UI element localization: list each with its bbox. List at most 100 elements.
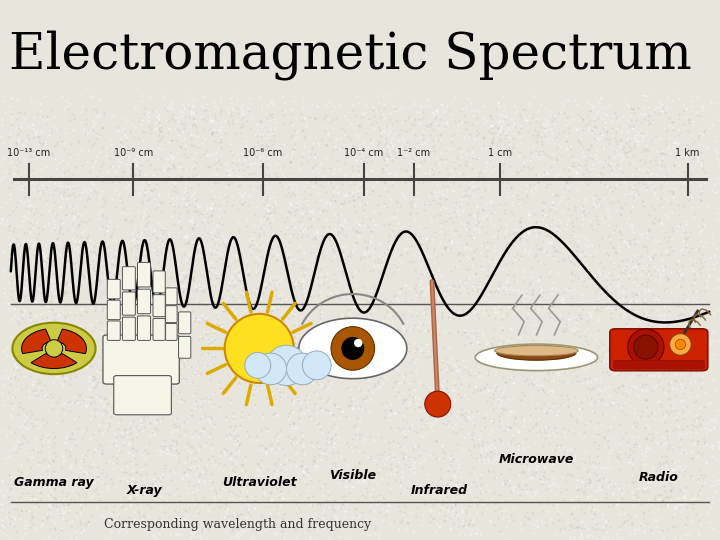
Point bbox=[249, 496, 261, 505]
Point bbox=[297, 519, 309, 528]
Point bbox=[244, 511, 256, 519]
Point bbox=[174, 141, 186, 150]
Point bbox=[425, 489, 436, 497]
Point bbox=[562, 124, 574, 133]
Point bbox=[417, 108, 428, 117]
Point bbox=[686, 495, 698, 504]
Point bbox=[576, 477, 588, 486]
Point bbox=[109, 264, 120, 272]
Point bbox=[594, 157, 606, 166]
Point bbox=[697, 141, 708, 150]
Point bbox=[454, 460, 465, 468]
Point bbox=[254, 185, 266, 193]
Point bbox=[233, 219, 245, 227]
Point bbox=[49, 485, 60, 494]
Point bbox=[521, 186, 532, 195]
Point bbox=[590, 519, 602, 528]
Point bbox=[348, 244, 360, 253]
Point bbox=[150, 480, 161, 488]
Point bbox=[12, 288, 24, 296]
Point bbox=[564, 238, 575, 247]
Point bbox=[189, 528, 200, 537]
Point bbox=[197, 150, 209, 158]
Point bbox=[652, 377, 663, 386]
Point bbox=[254, 105, 266, 113]
Point bbox=[375, 330, 387, 339]
Point bbox=[567, 114, 578, 123]
Point bbox=[415, 520, 427, 529]
Point bbox=[680, 177, 692, 186]
Point bbox=[450, 286, 462, 295]
Point bbox=[58, 138, 69, 147]
Point bbox=[189, 456, 201, 465]
Point bbox=[444, 292, 456, 301]
Point bbox=[434, 211, 446, 220]
Point bbox=[552, 109, 564, 117]
Point bbox=[651, 133, 662, 142]
Point bbox=[0, 199, 12, 208]
Point bbox=[425, 346, 436, 354]
Point bbox=[360, 320, 372, 329]
Point bbox=[81, 326, 93, 334]
Point bbox=[544, 267, 555, 276]
Point bbox=[660, 141, 672, 150]
Point bbox=[312, 204, 324, 212]
Point bbox=[414, 403, 426, 411]
Point bbox=[688, 308, 700, 316]
Point bbox=[468, 464, 480, 472]
Point bbox=[117, 524, 129, 532]
Point bbox=[5, 292, 17, 300]
Point bbox=[334, 249, 346, 258]
Point bbox=[262, 260, 274, 269]
Point bbox=[431, 112, 442, 121]
Point bbox=[580, 524, 591, 533]
Point bbox=[67, 283, 78, 292]
Point bbox=[180, 288, 192, 297]
Point bbox=[623, 322, 634, 330]
Point bbox=[302, 485, 314, 494]
Point bbox=[507, 198, 518, 207]
Point bbox=[187, 102, 199, 110]
Point bbox=[375, 132, 387, 141]
Point bbox=[604, 186, 616, 194]
Point bbox=[413, 441, 424, 450]
Point bbox=[46, 175, 58, 184]
Point bbox=[352, 134, 364, 143]
Point bbox=[567, 459, 579, 468]
Point bbox=[299, 395, 310, 404]
Point bbox=[150, 534, 162, 540]
Point bbox=[48, 456, 59, 465]
Point bbox=[467, 177, 478, 185]
Point bbox=[152, 189, 163, 198]
Point bbox=[207, 512, 218, 521]
Point bbox=[120, 394, 131, 403]
Point bbox=[243, 266, 255, 274]
Point bbox=[73, 479, 84, 488]
Point bbox=[303, 225, 315, 234]
Point bbox=[85, 303, 96, 312]
Point bbox=[158, 156, 170, 164]
Point bbox=[233, 197, 244, 206]
Point bbox=[658, 440, 670, 448]
Point bbox=[553, 199, 564, 207]
Point bbox=[616, 190, 627, 199]
Point bbox=[34, 252, 45, 260]
Point bbox=[633, 140, 644, 149]
Point bbox=[606, 397, 618, 406]
Point bbox=[178, 285, 189, 294]
Point bbox=[382, 187, 393, 195]
Point bbox=[255, 176, 266, 184]
Point bbox=[64, 201, 76, 210]
Point bbox=[284, 232, 296, 240]
Point bbox=[585, 220, 597, 229]
Point bbox=[513, 254, 525, 263]
Point bbox=[109, 252, 120, 260]
Point bbox=[561, 446, 572, 454]
Point bbox=[274, 444, 285, 453]
Point bbox=[514, 234, 526, 242]
Point bbox=[512, 132, 523, 141]
Point bbox=[189, 110, 200, 119]
Point bbox=[440, 119, 451, 127]
Point bbox=[277, 509, 289, 518]
Point bbox=[675, 269, 687, 278]
